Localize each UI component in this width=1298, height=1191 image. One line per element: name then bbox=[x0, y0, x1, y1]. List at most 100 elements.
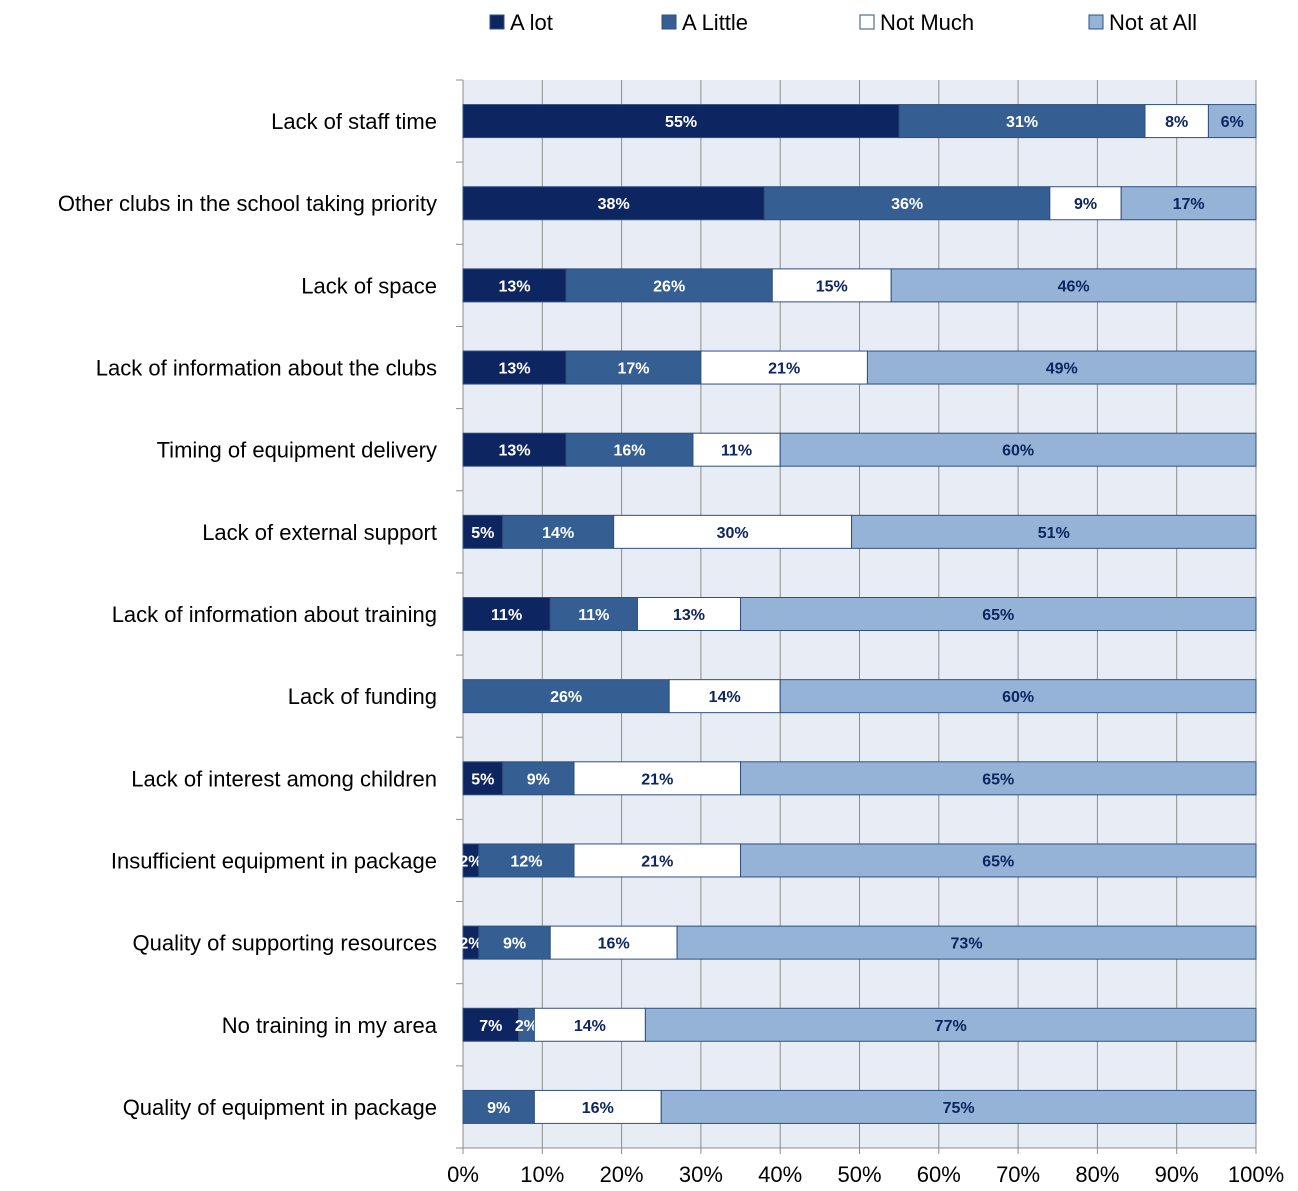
data-label: 51% bbox=[1038, 525, 1070, 542]
bar-segment bbox=[462, 1089, 535, 1124]
data-label: 36% bbox=[891, 196, 923, 213]
bar-segment bbox=[636, 597, 742, 631]
data-label: 46% bbox=[1058, 278, 1090, 295]
category-label: Lack of funding bbox=[288, 684, 437, 709]
data-label: 13% bbox=[673, 607, 705, 624]
bar-segment bbox=[660, 1089, 1257, 1124]
bar-segment bbox=[1144, 104, 1209, 139]
bar-segment bbox=[462, 1007, 520, 1042]
data-label: 9% bbox=[527, 771, 550, 788]
data-label: 65% bbox=[982, 853, 1014, 870]
legend-label: Not at All bbox=[1109, 10, 1197, 35]
bar-segment bbox=[668, 679, 781, 714]
category-label: Lack of information about the clubs bbox=[96, 356, 437, 381]
data-label: 15% bbox=[816, 278, 848, 295]
category-label: Other clubs in the school taking priorit… bbox=[58, 191, 437, 216]
bar-segment bbox=[779, 432, 1257, 467]
legend-swatch bbox=[859, 14, 875, 30]
x-tick-label: 0% bbox=[447, 1162, 479, 1187]
bar-segment bbox=[771, 268, 892, 303]
data-label: 21% bbox=[768, 361, 800, 378]
data-label: 12% bbox=[510, 853, 542, 870]
bar-segment bbox=[890, 268, 1257, 303]
category-label: Lack of interest among children bbox=[131, 766, 437, 791]
bar-segment bbox=[851, 514, 1257, 549]
legend-swatch bbox=[661, 14, 677, 30]
data-label: 16% bbox=[598, 936, 630, 953]
data-label: 8% bbox=[1165, 114, 1188, 131]
data-label: 11% bbox=[578, 607, 609, 624]
bar-segment bbox=[462, 350, 567, 385]
data-label: 60% bbox=[1002, 689, 1034, 706]
data-label: 26% bbox=[550, 689, 582, 706]
bar-segment bbox=[462, 679, 670, 714]
data-label: 14% bbox=[574, 1018, 606, 1035]
data-label: 75% bbox=[943, 1100, 975, 1117]
bar-segment bbox=[740, 843, 1257, 878]
bar-segment bbox=[644, 1007, 1257, 1042]
data-label: 21% bbox=[641, 853, 673, 870]
data-label: 30% bbox=[717, 525, 749, 542]
data-label: 2% bbox=[459, 853, 482, 870]
data-label: 11% bbox=[491, 607, 522, 624]
x-tick-label: 80% bbox=[1075, 1162, 1119, 1187]
bar-segment bbox=[462, 186, 765, 221]
bar-segment bbox=[533, 1007, 646, 1042]
legend-swatch bbox=[1088, 14, 1104, 30]
bar-segment bbox=[565, 350, 702, 385]
category-label: Insufficient equipment in package bbox=[111, 848, 437, 873]
data-label: 13% bbox=[499, 278, 531, 295]
bar-segment bbox=[478, 925, 551, 960]
bar-segment bbox=[462, 268, 567, 303]
data-label: 9% bbox=[1074, 196, 1097, 213]
x-tick-label: 20% bbox=[600, 1162, 644, 1187]
x-tick-label: 30% bbox=[679, 1162, 723, 1187]
data-label: 5% bbox=[471, 771, 494, 788]
bar-segment bbox=[478, 843, 575, 878]
bar-segment bbox=[533, 1089, 662, 1124]
data-label: 17% bbox=[617, 361, 649, 378]
x-tick-label: 50% bbox=[837, 1162, 881, 1187]
bar-segment bbox=[1207, 104, 1257, 139]
x-tick-label: 90% bbox=[1155, 1162, 1199, 1187]
data-label: 7% bbox=[479, 1018, 502, 1035]
legend-swatch bbox=[489, 14, 505, 30]
bar-segment bbox=[502, 514, 615, 549]
data-label: 31% bbox=[1006, 114, 1038, 131]
data-label: 77% bbox=[935, 1018, 967, 1035]
bar-segment bbox=[740, 597, 1257, 631]
data-label: 49% bbox=[1046, 361, 1078, 378]
category-label: Lack of information about training bbox=[112, 602, 437, 627]
data-label: 65% bbox=[982, 771, 1014, 788]
category-label: No training in my area bbox=[222, 1013, 438, 1038]
data-label: 13% bbox=[499, 361, 531, 378]
data-label: 9% bbox=[487, 1100, 510, 1117]
bar-segment bbox=[502, 761, 575, 796]
data-label: 17% bbox=[1173, 196, 1205, 213]
bar-segment bbox=[1049, 186, 1122, 221]
category-label: Lack of space bbox=[301, 273, 437, 298]
data-label: 14% bbox=[542, 525, 574, 542]
bar-segment bbox=[898, 104, 1146, 139]
bar-segment bbox=[866, 350, 1257, 385]
bar-segment bbox=[549, 597, 638, 631]
bar-segment bbox=[676, 925, 1257, 960]
data-label: 5% bbox=[471, 525, 494, 542]
data-label: 65% bbox=[982, 607, 1014, 624]
data-label: 2% bbox=[459, 936, 482, 953]
data-label: 21% bbox=[641, 771, 673, 788]
data-label: 16% bbox=[614, 443, 646, 460]
x-tick-label: 60% bbox=[917, 1162, 961, 1187]
x-tick-label: 10% bbox=[520, 1162, 564, 1187]
legend-label: Not Much bbox=[880, 10, 974, 35]
data-label: 9% bbox=[503, 936, 526, 953]
data-label: 26% bbox=[653, 278, 685, 295]
x-tick-label: 100% bbox=[1228, 1162, 1284, 1187]
legend-label: A lot bbox=[510, 10, 553, 35]
bar-segment bbox=[763, 186, 1051, 221]
category-label: Lack of external support bbox=[202, 520, 437, 545]
data-label: 38% bbox=[598, 196, 630, 213]
category-label: Lack of staff time bbox=[271, 109, 437, 134]
category-label: Quality of equipment in package bbox=[123, 1095, 437, 1120]
